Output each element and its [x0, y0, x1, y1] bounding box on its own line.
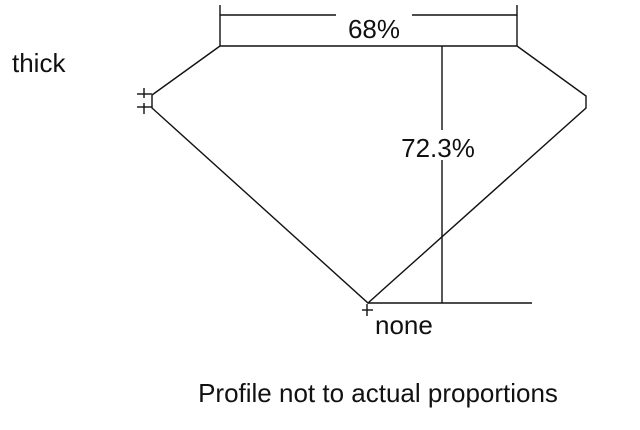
caption: Profile not to actual proportions: [198, 378, 558, 408]
depth-percent-label: 72.3%: [401, 133, 475, 163]
culet-label: none: [375, 310, 433, 340]
girdle-label: thick: [12, 48, 66, 78]
table-percent-label: 68%: [348, 14, 400, 44]
diamond-outline: [151, 45, 587, 304]
